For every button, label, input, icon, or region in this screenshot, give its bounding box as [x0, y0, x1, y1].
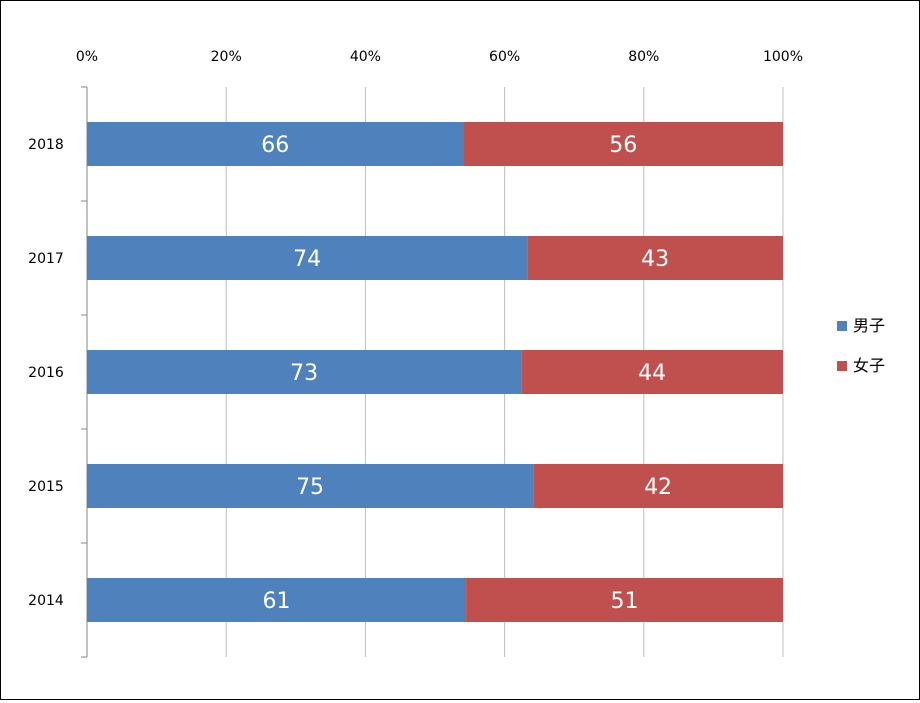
- data-label: 42: [644, 475, 672, 500]
- data-label: 66: [261, 133, 289, 158]
- data-label: 73: [290, 361, 318, 386]
- legend-swatch-male: [837, 321, 847, 331]
- data-label: 44: [638, 361, 666, 386]
- category-label-2018: 2018: [28, 137, 64, 153]
- bar-female-2015: [533, 464, 783, 508]
- data-label: 56: [609, 133, 637, 158]
- data-label: 75: [296, 475, 324, 500]
- bar-male-2016: [87, 350, 522, 394]
- bars: [87, 122, 783, 622]
- bar-male-2018: [87, 122, 464, 166]
- x-tick-label: 60%: [489, 49, 520, 65]
- x-tick-label: 20%: [211, 49, 242, 65]
- data-label: 51: [611, 589, 639, 614]
- category-label-2014: 2014: [28, 593, 64, 609]
- category-label-2016: 2016: [28, 365, 64, 381]
- x-tick-label: 80%: [628, 49, 659, 65]
- bar-female-2016: [521, 350, 783, 394]
- data-labels: 66 56 74 43 73 44 75 42 61 51: [261, 133, 672, 614]
- bar-male-2015: [87, 464, 534, 508]
- category-label-2015: 2015: [28, 479, 64, 495]
- bar-male-2017: [87, 236, 528, 280]
- x-tick-label: 0%: [76, 49, 98, 65]
- data-label: 43: [641, 247, 669, 272]
- bar-female-2017: [527, 236, 783, 280]
- x-tick-label: 100%: [763, 49, 803, 65]
- legend-label-male: 男子: [853, 316, 885, 335]
- bar-female-2014: [466, 578, 783, 622]
- category-label-2017: 2017: [28, 251, 64, 267]
- data-label: 74: [293, 247, 321, 272]
- x-tick-label: 40%: [350, 49, 381, 65]
- data-label: 61: [263, 589, 291, 614]
- bar-female-2018: [463, 122, 783, 166]
- legend-label-female: 女子: [853, 356, 885, 375]
- axes: 0% 20% 40% 60% 80% 100% 2018 2017 2016 2015 2014: [28, 49, 803, 658]
- bar-male-2014: [87, 578, 467, 622]
- legend-swatch-female: [837, 361, 847, 371]
